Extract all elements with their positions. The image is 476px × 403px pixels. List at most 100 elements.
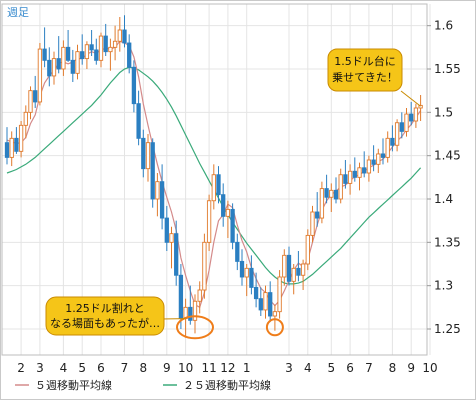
- candle-body: [395, 123, 398, 146]
- candle-body: [339, 175, 342, 199]
- candle-body: [231, 209, 234, 242]
- candle-body: [137, 104, 140, 139]
- candle-body: [95, 50, 98, 60]
- candle-body: [325, 189, 328, 198]
- candle-body: [179, 275, 182, 318]
- candle-body: [175, 234, 178, 276]
- candle-body: [269, 293, 272, 316]
- x-tick-label: 2: [17, 361, 25, 375]
- callout-text: なる場面もあったが…: [50, 316, 160, 330]
- candle-body: [48, 60, 51, 76]
- x-tick-label: 4: [60, 361, 68, 375]
- candle-body: [5, 143, 8, 158]
- candle-body: [301, 264, 304, 275]
- candle-body: [367, 160, 370, 173]
- x-tick-label: 12: [220, 361, 235, 375]
- x-tick-label: 6: [97, 361, 105, 375]
- candle-body: [10, 138, 13, 157]
- candle-body: [391, 138, 394, 145]
- candle-body: [386, 138, 389, 157]
- candle-body: [104, 36, 107, 52]
- candle-body: [90, 45, 93, 50]
- candle-body: [52, 59, 55, 76]
- candle-body: [306, 235, 309, 264]
- legend: ５週移動平均線 ２５週移動平均線: [15, 378, 271, 392]
- x-tick-label: 4: [304, 361, 312, 375]
- candle-body: [348, 171, 351, 183]
- x-tick-label: 10: [422, 361, 437, 375]
- candle-body: [292, 268, 295, 281]
- candle-body: [113, 41, 116, 47]
- candle-body: [198, 290, 201, 301]
- candle-body: [203, 242, 206, 290]
- candle-body: [222, 195, 225, 217]
- candle-body: [254, 287, 257, 298]
- x-tick-label: 5: [78, 361, 86, 375]
- candle-body: [193, 301, 196, 320]
- x-tick-label: 8: [389, 361, 397, 375]
- candle-body: [57, 59, 60, 69]
- candle-body: [278, 277, 281, 312]
- candle-body: [189, 307, 192, 320]
- candle-body: [217, 175, 220, 195]
- candle-body: [66, 47, 69, 60]
- legend-label: ５週移動平均線: [35, 378, 112, 392]
- candle-body: [334, 190, 337, 199]
- candle-body: [165, 218, 168, 242]
- x-tick-label: 9: [407, 361, 415, 375]
- candle-body: [34, 91, 37, 102]
- x-tick-label: 5: [327, 361, 335, 375]
- x-tick-label: 8: [139, 361, 147, 375]
- x-tick-label: 7: [365, 361, 373, 375]
- candle-body: [311, 212, 314, 235]
- candle-body: [142, 138, 145, 168]
- candle-body: [330, 190, 333, 197]
- x-tick-label: 3: [285, 361, 293, 375]
- candle-body: [123, 30, 126, 43]
- candle-body: [283, 255, 286, 277]
- candle-body: [24, 112, 27, 125]
- y-tick-label: 1.25: [434, 322, 461, 336]
- candle-body: [15, 138, 18, 151]
- candle-body: [151, 143, 154, 199]
- candle-body: [264, 293, 267, 310]
- candle-body: [236, 242, 239, 261]
- candle-body: [81, 52, 84, 59]
- x-tick-label: 11: [201, 361, 216, 375]
- candle-body: [297, 268, 300, 275]
- candle-body: [259, 299, 262, 310]
- candle-body: [38, 49, 41, 102]
- candle-body: [76, 52, 79, 74]
- candle-body: [414, 108, 417, 121]
- candle-body: [358, 168, 361, 178]
- y-tick-label: 1.45: [434, 149, 461, 163]
- candle-body: [85, 45, 88, 59]
- candle-body: [99, 36, 102, 60]
- candle-body: [132, 67, 135, 103]
- candle-body: [226, 209, 229, 216]
- candle-body: [19, 125, 22, 151]
- candle-body: [316, 212, 319, 218]
- candle-body: [160, 182, 163, 218]
- x-tick-label: 10: [178, 361, 193, 375]
- candle-body: [109, 47, 112, 51]
- candle-body: [287, 255, 290, 281]
- candle-body: [372, 160, 375, 164]
- candle-body: [377, 154, 380, 164]
- callout-text: 1.5ドル台に: [334, 54, 396, 68]
- candle-body: [240, 261, 243, 277]
- callout-text: 1.25ドル割れと: [65, 301, 145, 315]
- x-tick-label: 3: [36, 361, 44, 375]
- x-tick-label: 9: [163, 361, 171, 375]
- candle-body: [118, 30, 121, 41]
- candle-body: [400, 123, 403, 132]
- legend-label: ２５週移動平均線: [183, 378, 271, 392]
- callout-text: 乗せてきた！: [332, 71, 398, 84]
- period-label: 週足: [7, 6, 29, 19]
- y-tick-label: 1.35: [434, 235, 461, 249]
- x-tick-label: 7: [121, 361, 129, 375]
